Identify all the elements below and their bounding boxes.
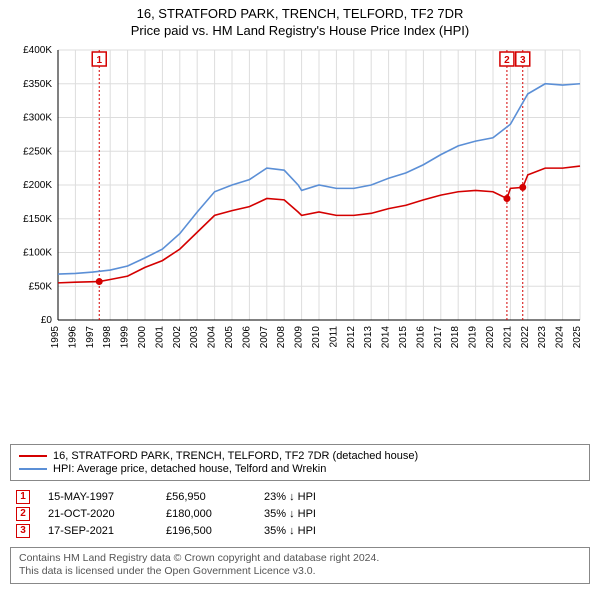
svg-text:£50K: £50K [29, 281, 53, 292]
legend-box: 16, STRATFORD PARK, TRENCH, TELFORD, TF2… [10, 444, 590, 481]
event-marker-icon: 2 [16, 507, 30, 521]
svg-text:2013: 2013 [363, 326, 374, 349]
svg-text:2006: 2006 [241, 326, 252, 349]
svg-text:2010: 2010 [311, 326, 322, 349]
svg-text:£350K: £350K [23, 79, 52, 90]
svg-text:2024: 2024 [555, 326, 566, 349]
svg-text:2014: 2014 [381, 326, 392, 349]
svg-text:2001: 2001 [154, 326, 165, 349]
svg-text:1999: 1999 [120, 326, 131, 349]
svg-text:2023: 2023 [537, 326, 548, 349]
chart-svg: £0 £50K £100K £150K £200K £250K £300K £350K £400… [10, 42, 590, 362]
svg-text:1997: 1997 [85, 326, 96, 349]
legend-swatch [19, 455, 47, 457]
svg-text:2000: 2000 [137, 326, 148, 349]
svg-text:1995: 1995 [50, 326, 61, 349]
legend-row: HPI: Average price, detached house, Telf… [19, 463, 581, 475]
svg-text:2004: 2004 [207, 326, 218, 349]
event-row: 3 17-SEP-2021 £196,500 35% ↓ HPI [10, 524, 590, 538]
svg-text:2003: 2003 [189, 326, 200, 349]
svg-text:2019: 2019 [468, 326, 479, 349]
legend-swatch [19, 468, 47, 470]
svg-text:2016: 2016 [415, 326, 426, 349]
footer-line: This data is licensed under the Open Gov… [19, 565, 581, 579]
chart-title-subtitle: Price paid vs. HM Land Registry's House … [10, 23, 590, 38]
svg-text:£400K: £400K [23, 45, 52, 56]
event-pct-vs-hpi: 35% ↓ HPI [264, 508, 374, 520]
chart-area: £0 £50K £100K £150K £200K £250K £300K £350K £400… [10, 42, 590, 438]
svg-text:2011: 2011 [328, 326, 339, 348]
attribution-footer: Contains HM Land Registry data © Crown c… [10, 547, 590, 584]
svg-text:2025: 2025 [572, 326, 583, 349]
legend-label: 16, STRATFORD PARK, TRENCH, TELFORD, TF2… [53, 450, 418, 462]
event-marker-icon: 3 [16, 524, 30, 538]
svg-text:2017: 2017 [433, 326, 444, 349]
event-price: £56,950 [166, 491, 246, 503]
chart-title-address: 16, STRATFORD PARK, TRENCH, TELFORD, TF2… [10, 6, 590, 21]
svg-text:£250K: £250K [23, 146, 52, 157]
svg-text:2002: 2002 [172, 326, 183, 349]
svg-text:£0: £0 [41, 315, 53, 326]
events-table: 1 15-MAY-1997 £56,950 23% ↓ HPI 2 21-OCT… [10, 487, 590, 541]
event-date: 21-OCT-2020 [48, 508, 148, 520]
svg-text:2009: 2009 [294, 326, 305, 349]
svg-text:£200K: £200K [23, 180, 52, 191]
svg-text:2021: 2021 [502, 326, 513, 349]
svg-text:1998: 1998 [102, 326, 113, 349]
page-container: 16, STRATFORD PARK, TRENCH, TELFORD, TF2… [0, 0, 600, 590]
event-marker-icon: 1 [16, 490, 30, 504]
footer-line: Contains HM Land Registry data © Crown c… [19, 552, 581, 566]
legend-row: 16, STRATFORD PARK, TRENCH, TELFORD, TF2… [19, 450, 581, 462]
svg-text:£100K: £100K [23, 248, 52, 259]
svg-text:2015: 2015 [398, 326, 409, 349]
event-date: 15-MAY-1997 [48, 491, 148, 503]
event-date: 17-SEP-2021 [48, 525, 148, 537]
svg-text:2008: 2008 [276, 326, 287, 349]
svg-text:1: 1 [96, 55, 102, 66]
svg-text:2012: 2012 [346, 326, 357, 349]
svg-text:3: 3 [520, 55, 526, 66]
svg-text:2007: 2007 [259, 326, 270, 349]
svg-text:2018: 2018 [450, 326, 461, 349]
event-price: £180,000 [166, 508, 246, 520]
event-row: 1 15-MAY-1997 £56,950 23% ↓ HPI [10, 490, 590, 504]
svg-text:2005: 2005 [224, 326, 235, 349]
legend-label: HPI: Average price, detached house, Telf… [53, 463, 326, 475]
svg-text:£150K: £150K [23, 214, 52, 225]
svg-text:2022: 2022 [520, 326, 531, 349]
event-price: £196,500 [166, 525, 246, 537]
svg-text:2020: 2020 [485, 326, 496, 349]
svg-text:2: 2 [504, 55, 510, 66]
chart-title-block: 16, STRATFORD PARK, TRENCH, TELFORD, TF2… [10, 6, 590, 42]
event-row: 2 21-OCT-2020 £180,000 35% ↓ HPI [10, 507, 590, 521]
event-pct-vs-hpi: 23% ↓ HPI [264, 491, 374, 503]
svg-text:£300K: £300K [23, 113, 52, 124]
event-pct-vs-hpi: 35% ↓ HPI [264, 525, 374, 537]
svg-text:1996: 1996 [67, 326, 78, 349]
